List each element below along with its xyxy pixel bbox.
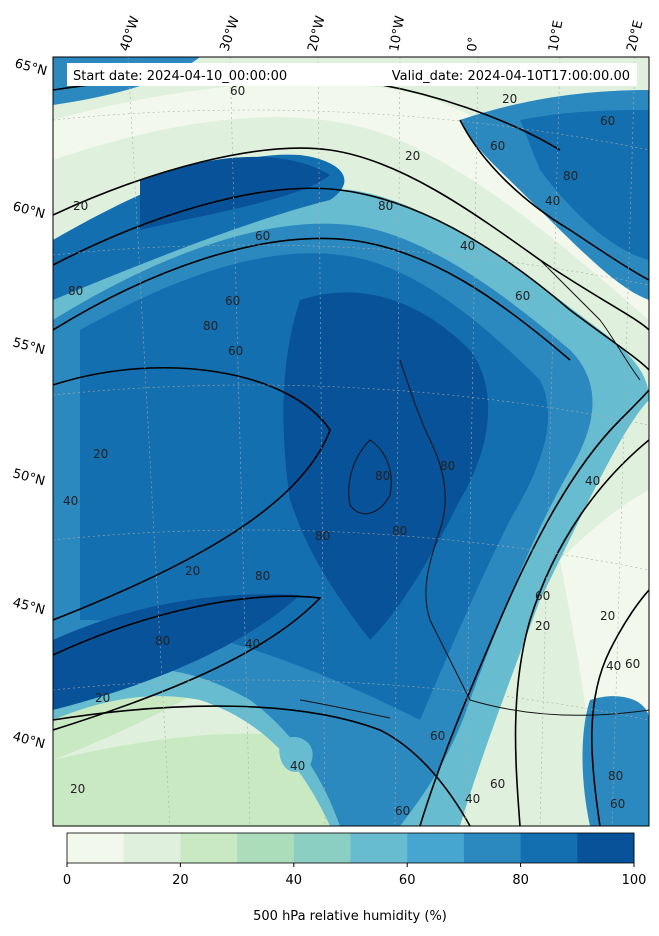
contour-label: 40 bbox=[290, 759, 305, 773]
colorbar-tick-label: 80 bbox=[512, 873, 529, 888]
colorbar-cell bbox=[67, 833, 125, 863]
contour-label: 80 bbox=[315, 529, 330, 543]
contour-label: 80 bbox=[392, 524, 407, 538]
colorbar-cell bbox=[463, 833, 522, 863]
coastlines bbox=[299, 259, 649, 719]
contour-label: 80 bbox=[563, 169, 578, 183]
colorbar: 0 20 40 60 80 100 500 hPa relative humidity (… bbox=[63, 832, 647, 924]
colorbar-tick-label: 0 bbox=[63, 873, 71, 888]
lat-label: 40°N bbox=[11, 729, 47, 752]
contour-label: 20 bbox=[535, 619, 550, 633]
contour-label: 40 bbox=[545, 194, 560, 208]
contour-label: 60 bbox=[610, 797, 625, 811]
contour-label: 80 bbox=[255, 569, 270, 583]
map-panel: 60 20 20 20 80 40 60 80 60 60 80 20 40 2… bbox=[53, 57, 649, 826]
contour-label: 20 bbox=[73, 199, 88, 213]
colorbar-cell bbox=[407, 833, 465, 863]
contour-label: 20 bbox=[502, 92, 517, 106]
contour-label: 20 bbox=[95, 691, 110, 705]
contour-label: 80 bbox=[68, 284, 83, 298]
contour-label: 40 bbox=[63, 494, 78, 508]
contour-label: 40 bbox=[606, 659, 621, 673]
contour-label: 60 bbox=[395, 804, 410, 818]
colorbar-cell bbox=[123, 833, 181, 863]
contour-label: 60 bbox=[255, 229, 270, 243]
valid-date-text: Valid_date: 2024-04-10T17:00:00.00 bbox=[392, 69, 630, 84]
lat-label-group: 65°N 60°N 55°N 50°N 45°N 40°N bbox=[11, 56, 49, 752]
lat-label: 65°N bbox=[13, 56, 49, 79]
colorbar-cell bbox=[180, 833, 238, 863]
contour-label: 20 bbox=[70, 782, 85, 796]
lon-label: 10°E bbox=[546, 19, 566, 52]
contour-label: 20 bbox=[405, 149, 420, 163]
colorbar-cell bbox=[350, 833, 408, 863]
lon-label: 40°W bbox=[118, 14, 143, 53]
contour-label: 40 bbox=[245, 637, 260, 651]
colorbar-cell bbox=[577, 833, 635, 863]
lon-label: 0° bbox=[465, 36, 481, 52]
contour-label: 20 bbox=[93, 447, 108, 461]
contour-label: 60 bbox=[625, 657, 640, 671]
colorbar-cell bbox=[293, 833, 351, 863]
contour-label: 80 bbox=[440, 459, 455, 473]
contour-label: 20 bbox=[185, 564, 200, 578]
contour-label: 60 bbox=[515, 289, 530, 303]
contour-label: 80 bbox=[378, 199, 393, 213]
lat-label: 45°N bbox=[11, 595, 47, 618]
contour-label: 60 bbox=[490, 139, 505, 153]
contour-label: 40 bbox=[460, 239, 475, 253]
contour-label-group: 60 20 20 20 80 40 60 80 60 60 80 20 40 2… bbox=[63, 84, 640, 818]
lat-label: 55°N bbox=[11, 335, 47, 358]
contour-label: 80 bbox=[203, 319, 218, 333]
colorbar-cell bbox=[237, 833, 295, 863]
lat-label: 60°N bbox=[11, 199, 47, 222]
lon-label: 30°W bbox=[218, 14, 243, 53]
colorbar-label: 500 hPa relative humidity (%) bbox=[253, 909, 447, 924]
contour-label: 60 bbox=[430, 729, 445, 743]
contour-label: 60 bbox=[600, 114, 615, 128]
colorbar-frame bbox=[66, 832, 635, 864]
lon-label-group: 40°W 30°W 20°W 10°W 0° 10°E 20°E bbox=[118, 14, 647, 53]
contour-label: 80 bbox=[375, 469, 390, 483]
graticule bbox=[53, 57, 649, 826]
lon-label: 10°W bbox=[387, 15, 408, 53]
lon-label: 20°W bbox=[305, 14, 328, 53]
contour-label: 80 bbox=[155, 634, 170, 648]
lon-label: 20°E bbox=[624, 19, 646, 53]
contour-label: 60 bbox=[535, 589, 550, 603]
colorbar-tick-label: 60 bbox=[399, 873, 416, 888]
contour-label: 60 bbox=[490, 777, 505, 791]
contour-label: 40 bbox=[585, 474, 600, 488]
contour-label: 60 bbox=[228, 344, 243, 358]
contour-label: 60 bbox=[225, 294, 240, 308]
colorbar-tick-label: 100 bbox=[622, 873, 647, 888]
map-frame bbox=[52, 56, 650, 827]
contour-label: 20 bbox=[600, 609, 615, 623]
colorbar-tick-label: 40 bbox=[286, 873, 303, 888]
start-date-text: Start date: 2024-04-10_00:00:00 bbox=[73, 69, 287, 84]
moist-core bbox=[283, 292, 489, 640]
lat-label: 50°N bbox=[11, 466, 47, 489]
contour-label: 80 bbox=[608, 769, 623, 783]
header-box bbox=[67, 63, 637, 86]
colorbar-cell bbox=[520, 833, 578, 863]
colorbar-tick-label: 20 bbox=[172, 873, 189, 888]
contour-label: 60 bbox=[230, 84, 245, 98]
contour-label: 40 bbox=[465, 792, 480, 806]
